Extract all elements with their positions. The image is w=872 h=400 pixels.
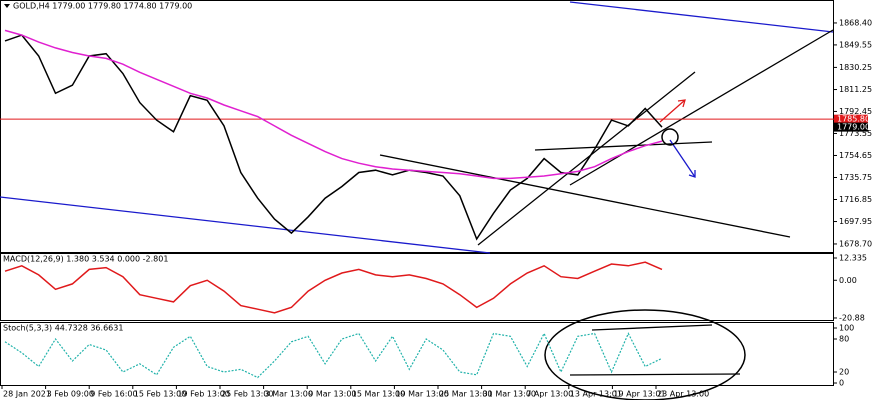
y-tick-label: 1735.75 (839, 173, 872, 182)
channel-line (0, 196, 491, 254)
drawings (0, 1, 834, 400)
x-tick-label: 25 Mar 13:00 (439, 390, 492, 399)
stoch-title: Stoch(5,3,3) 44.7328 36.6631 (3, 324, 123, 333)
series-line (4, 261, 663, 314)
price-tag-label: 1785.80 (837, 115, 870, 124)
y-tick-label: 1792.45 (839, 107, 872, 116)
y-tick-label: 0 (839, 379, 844, 388)
trend-line (591, 324, 713, 331)
x-tick-label: 7 Apr 13:00 (526, 390, 573, 399)
x-tick-label: 9 Mar 13:00 (308, 390, 356, 399)
y-tick-label: 1773.55 (839, 129, 872, 138)
y-tick-label: 1830.25 (839, 63, 872, 72)
chart-title: GOLD,H4 1779.00 1779.80 1774.80 1779.00 (13, 2, 192, 11)
macd-panel (0, 253, 834, 321)
highlight-ellipse (544, 309, 746, 400)
y-tick-label: -20.88 (839, 313, 865, 322)
price-tag (834, 122, 868, 132)
y-tick-label: 1849.55 (839, 40, 872, 49)
x-tick-label: 9 Feb 16:00 (90, 390, 137, 399)
channel-line (569, 1, 834, 33)
y-tick-label: 1697.95 (839, 217, 872, 226)
x-tick-label: 19 Feb 13:00 (177, 390, 229, 399)
y-tick-label: 20 (839, 368, 849, 377)
x-tick-label: 15 Mar 13:00 (352, 390, 405, 399)
x-tick-label: 28 Jan 2021 (3, 390, 51, 399)
y-tick-label: 100 (839, 323, 854, 332)
x-tick-label: 19 Mar 13:00 (395, 390, 448, 399)
stoch-panel (0, 322, 834, 386)
trend-line (379, 154, 791, 238)
y-tick-label: 1811.25 (839, 85, 872, 94)
trend-line (569, 29, 834, 186)
x-tick-label: 25 Feb 13:00 (221, 390, 273, 399)
y-tick-label: 1754.65 (839, 151, 872, 160)
highlight-circle (661, 128, 679, 146)
x-tick-label: 15 Feb 13:00 (134, 390, 186, 399)
macd-title: MACD(12,26,9) 1.380 3.534 0.000 -2.801 (3, 255, 168, 264)
arrow-up (659, 99, 686, 123)
x-tick-label: 3 Feb 09:00 (47, 390, 94, 399)
arrow-down (669, 139, 696, 178)
x-tick-label: 13 Apr 13:01 (570, 390, 622, 399)
y-tick-label: 1716.85 (839, 195, 872, 204)
y-tick-label: 80 (839, 335, 849, 344)
series-line (4, 34, 663, 241)
series-line (4, 29, 663, 180)
x-tick-label: 31 Mar 13:00 (483, 390, 536, 399)
trend-line (477, 71, 696, 246)
trend-line (569, 373, 741, 376)
y-tick-label: 1868.40 (839, 18, 872, 27)
price-tag (834, 114, 868, 124)
y-tick-label: 0.00 (839, 276, 857, 285)
y-tick-label: 12.335 (839, 253, 867, 262)
y-tick-label: 1678.70 (839, 239, 872, 248)
x-tick-label: 19 Apr 13:01 (613, 390, 665, 399)
trend-line (534, 141, 713, 151)
x-tick-label: 23 Apr 13:00 (657, 390, 709, 399)
menu-arrow[interactable] (4, 4, 10, 8)
main-panel (0, 0, 834, 253)
price-tag-label: 1779.00 (837, 123, 870, 132)
x-tick-label: 3 Mar 13:00 (265, 390, 313, 399)
arrow-head (688, 170, 696, 178)
arrow-head (677, 99, 686, 108)
